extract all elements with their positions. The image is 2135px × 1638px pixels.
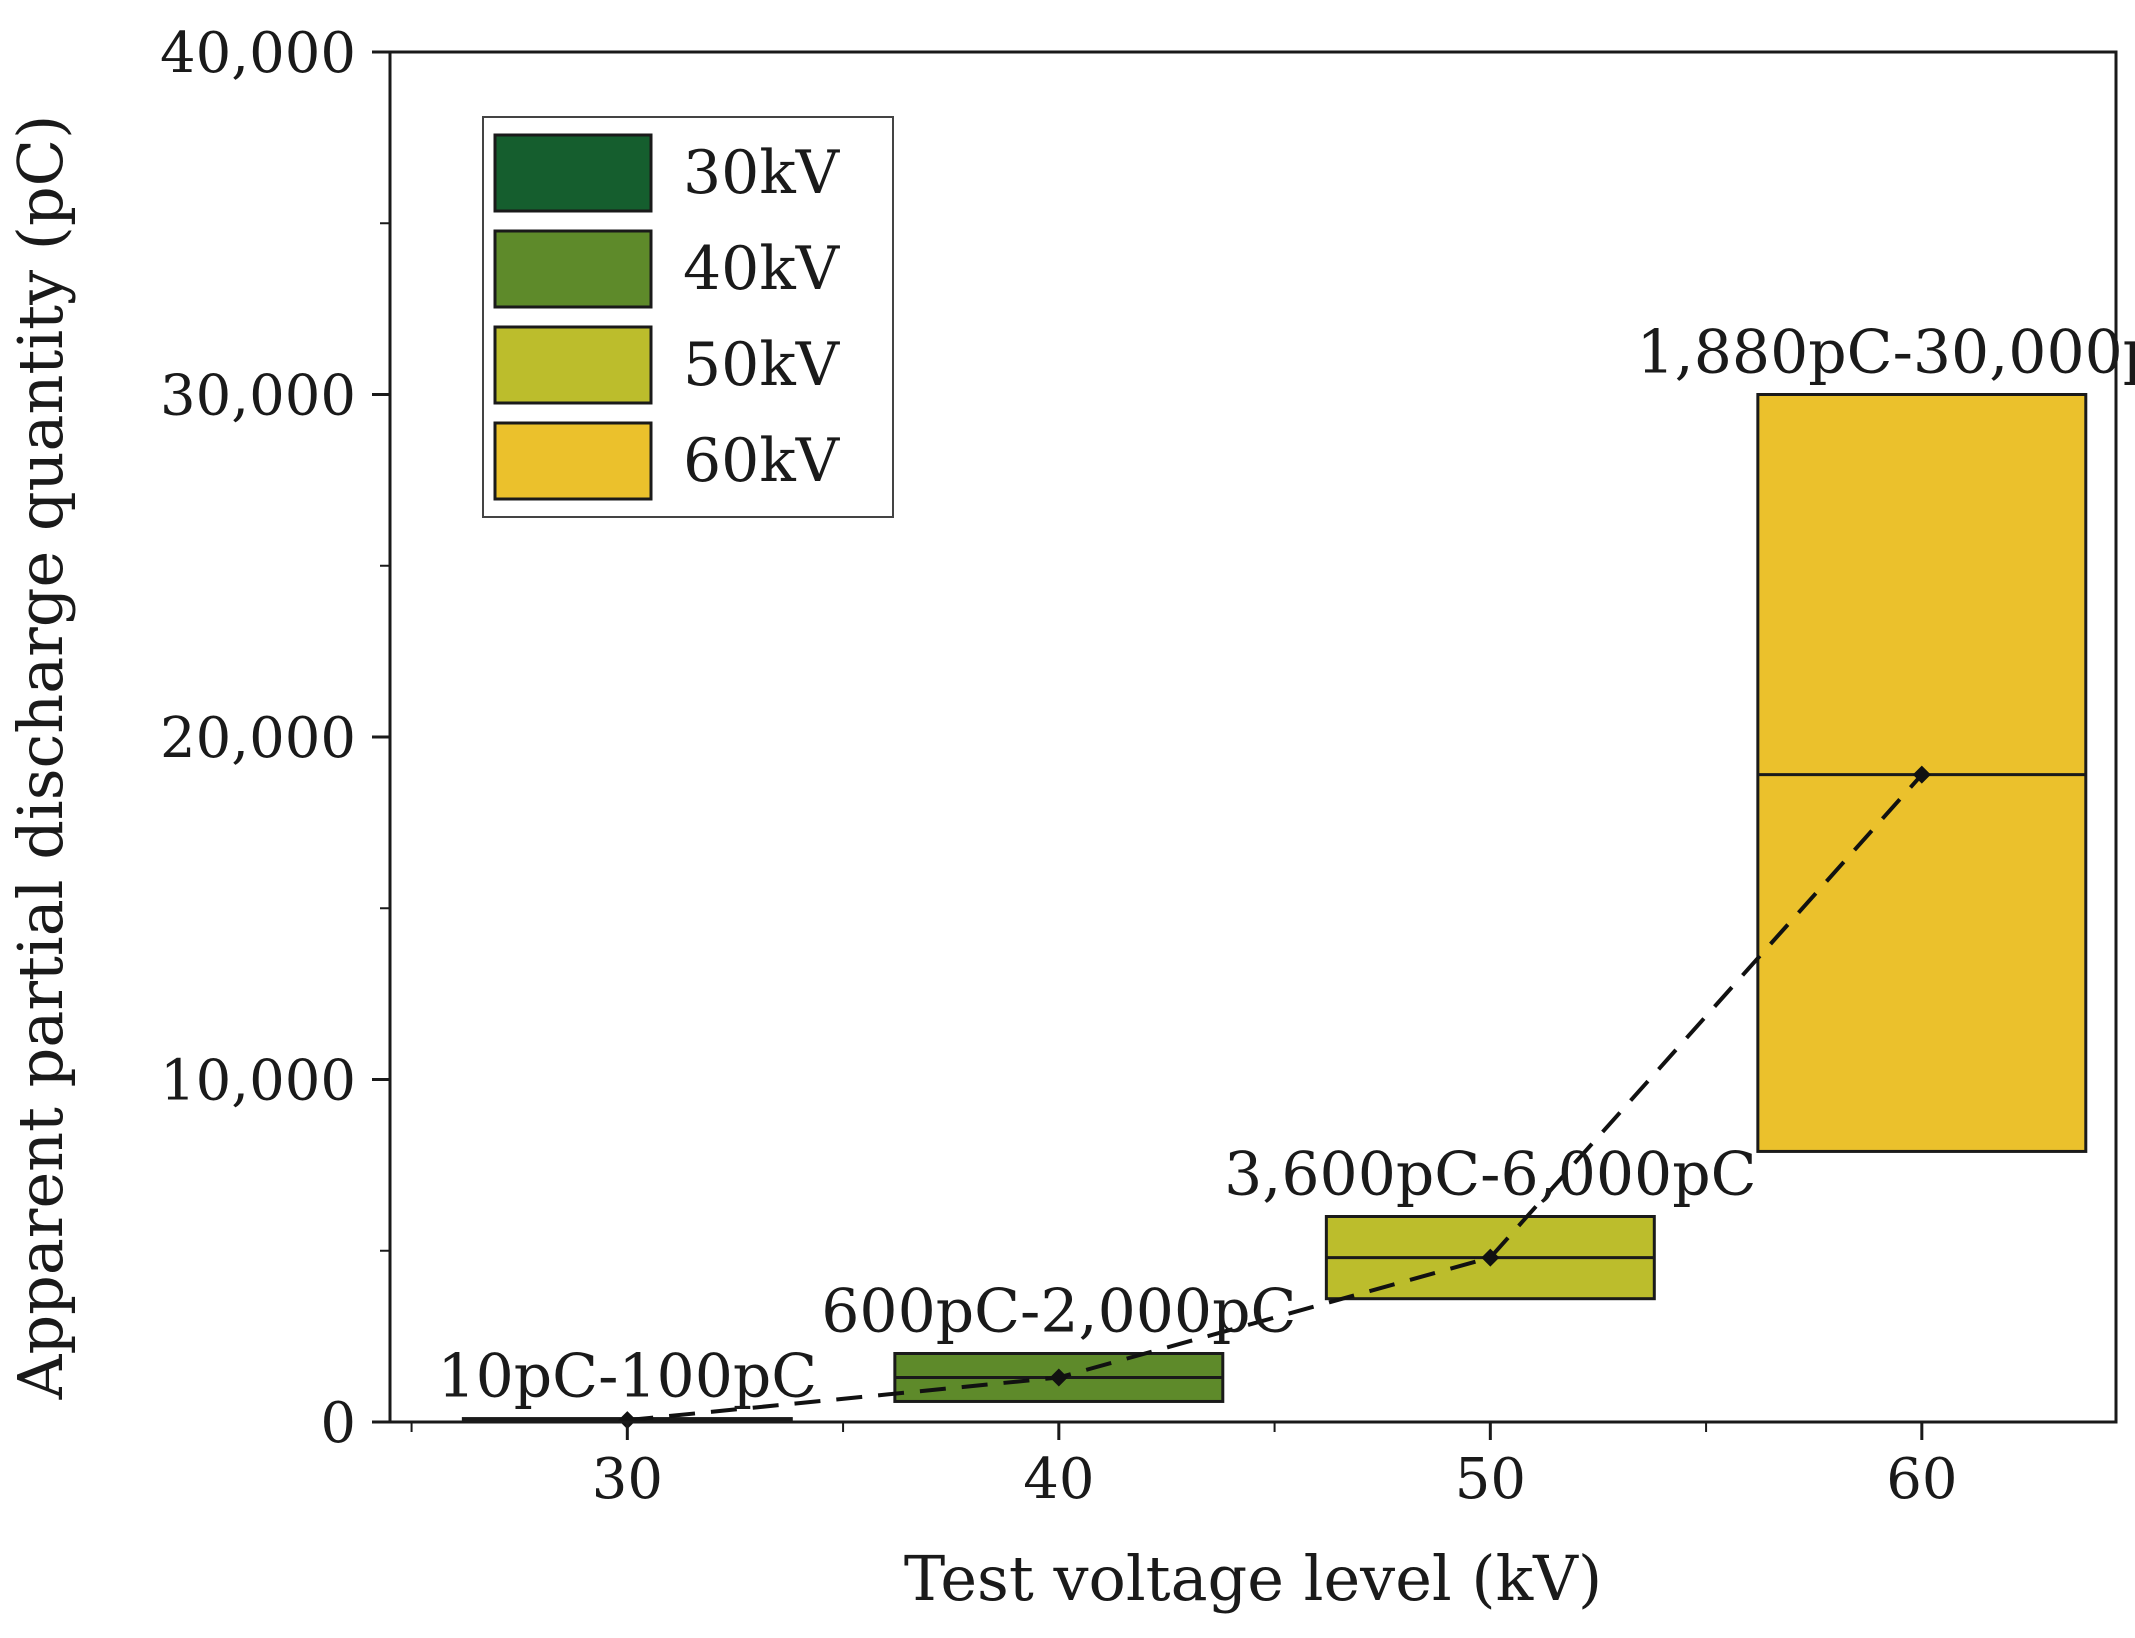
box-range-label-60kV: 1,880pC-30,000pC	[1637, 318, 2135, 388]
legend: 30kV 40kV 50kV 60kV	[482, 116, 894, 518]
mean-marker-40kV	[1049, 1368, 1068, 1387]
legend-label-60kV: 60kV	[683, 426, 841, 496]
y-tick-label: 30,000	[160, 364, 356, 429]
trend-line	[627, 773, 1924, 1423]
box-range-label-30kV: 10pC-100pC	[437, 1342, 817, 1412]
legend-label-30kV: 30kV	[683, 138, 841, 208]
legend-label-40kV: 40kV	[683, 234, 841, 304]
box-range-label-40kV: 600pC-2,000pC	[821, 1277, 1296, 1347]
x-tick-label: 40	[1023, 1447, 1094, 1512]
x-tick-label: 60	[1886, 1447, 1957, 1512]
y-axis-title: Apparent partial discharge quantity (pC)	[4, 115, 77, 1401]
mean-marker-60kV	[1912, 765, 1931, 784]
x-tick-label: 30	[592, 1447, 663, 1512]
legend-label-50kV: 50kV	[683, 330, 841, 400]
legend-swatch-40kV	[493, 229, 653, 309]
x-axis-title: Test voltage level (kV)	[904, 1542, 1602, 1615]
legend-swatch-30kV	[493, 133, 653, 213]
y-axis-ticks: 0 10,000 20,000 30,000 40,000	[160, 21, 390, 1456]
mean-markers	[618, 765, 1931, 1430]
trend-line-group	[627, 773, 1924, 1423]
mean-marker-50kV	[1481, 1248, 1500, 1267]
legend-swatch-50kV	[493, 325, 653, 405]
x-tick-label: 50	[1455, 1447, 1526, 1512]
y-tick-label: 20,000	[160, 706, 356, 771]
mean-marker-30kV	[618, 1411, 637, 1430]
x-axis-ticks: 30 40 50 60	[410, 1422, 1957, 1512]
box-range-label-50kV: 3,600pC-6,000pC	[1224, 1140, 1756, 1210]
y-tick-label: 40,000	[160, 21, 356, 86]
y-tick-label: 10,000	[160, 1049, 356, 1114]
y-tick-label: 0	[320, 1391, 356, 1456]
legend-swatch-60kV	[493, 421, 653, 501]
